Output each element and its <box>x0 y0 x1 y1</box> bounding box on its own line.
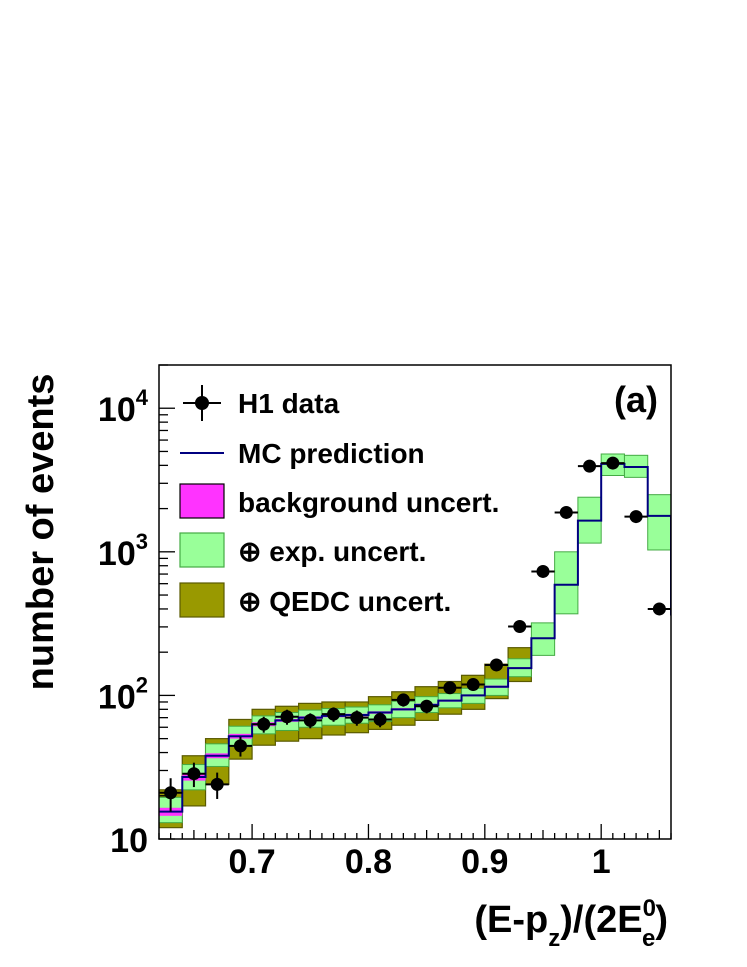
data-point <box>210 777 224 791</box>
exp-band-bin <box>647 494 671 551</box>
x-axis-title-sub-e: e <box>642 925 655 952</box>
y-tick-exponent: 3 <box>136 529 148 554</box>
y-tick-base: 10 <box>110 822 148 860</box>
data-point <box>373 712 387 726</box>
legend-mc-label: MC prediction <box>238 438 425 469</box>
y-tick-label: 10 <box>110 822 148 860</box>
data-point <box>280 710 294 724</box>
legend-exp-label: ⊕ exp. uncert. <box>238 536 426 567</box>
data-point <box>652 602 666 616</box>
exp-band-bin <box>554 551 579 615</box>
data-point <box>536 564 550 578</box>
x-axis-title: (E-pz)/(2E0 e) <box>474 895 668 952</box>
y-axis-title: number of events <box>20 374 62 691</box>
legend-bkg-swatch <box>179 483 225 519</box>
x-tick-label: 1 <box>592 843 611 881</box>
data-point <box>164 786 178 800</box>
data-point <box>233 739 247 753</box>
legend-exp-swatch <box>179 532 225 568</box>
legend-data-label: H1 data <box>238 388 340 419</box>
y-tick-base: 10 <box>98 535 136 573</box>
data-point <box>466 678 480 692</box>
y-tick-base: 10 <box>98 678 136 716</box>
data-point <box>187 767 201 781</box>
data-point <box>396 693 410 707</box>
data-point <box>629 510 643 524</box>
y-tick-label: 103 <box>98 529 148 573</box>
data-point <box>443 681 457 695</box>
y-tick-label: 104 <box>98 385 149 429</box>
legend-bkg-label: background uncert. <box>238 487 499 518</box>
data-point <box>420 699 434 713</box>
legend-qedc-label: ⊕ QEDC uncert. <box>238 586 451 617</box>
x-axis-title-part-3: ) <box>655 899 668 941</box>
mc-prediction-line <box>159 462 671 813</box>
data-point <box>559 505 573 519</box>
legend-data-marker <box>195 396 209 410</box>
y-tick-label: 102 <box>98 672 148 716</box>
x-tick-label: 0.7 <box>228 843 275 881</box>
data-point <box>583 459 597 473</box>
x-tick-label: 0.8 <box>345 843 392 881</box>
data-point <box>489 658 503 672</box>
data-point <box>303 713 317 727</box>
y-tick-exponent: 2 <box>136 672 148 697</box>
data-point <box>257 717 271 731</box>
x-axis-title-sub-z: z <box>548 925 560 952</box>
legend: H1 data MC prediction background uncert. ⊕ … <box>179 385 499 618</box>
y-tick-base: 10 <box>98 391 136 429</box>
data-point <box>513 619 527 633</box>
x-axis-title-sup-0: 0 <box>643 895 656 922</box>
data-point <box>606 456 620 470</box>
x-axis-title-part-1: (E-p <box>474 899 548 941</box>
panel-label: (a) <box>614 379 658 420</box>
x-axis-title-part-2: )/(2E <box>560 899 642 941</box>
data-point <box>350 711 364 725</box>
legend-qedc-swatch <box>179 582 225 618</box>
y-tick-exponent: 4 <box>136 385 149 410</box>
data-point <box>327 707 341 721</box>
x-tick-label: 0.9 <box>461 843 508 881</box>
mc-prediction-line-group <box>159 462 671 813</box>
data-points-group <box>159 456 671 812</box>
